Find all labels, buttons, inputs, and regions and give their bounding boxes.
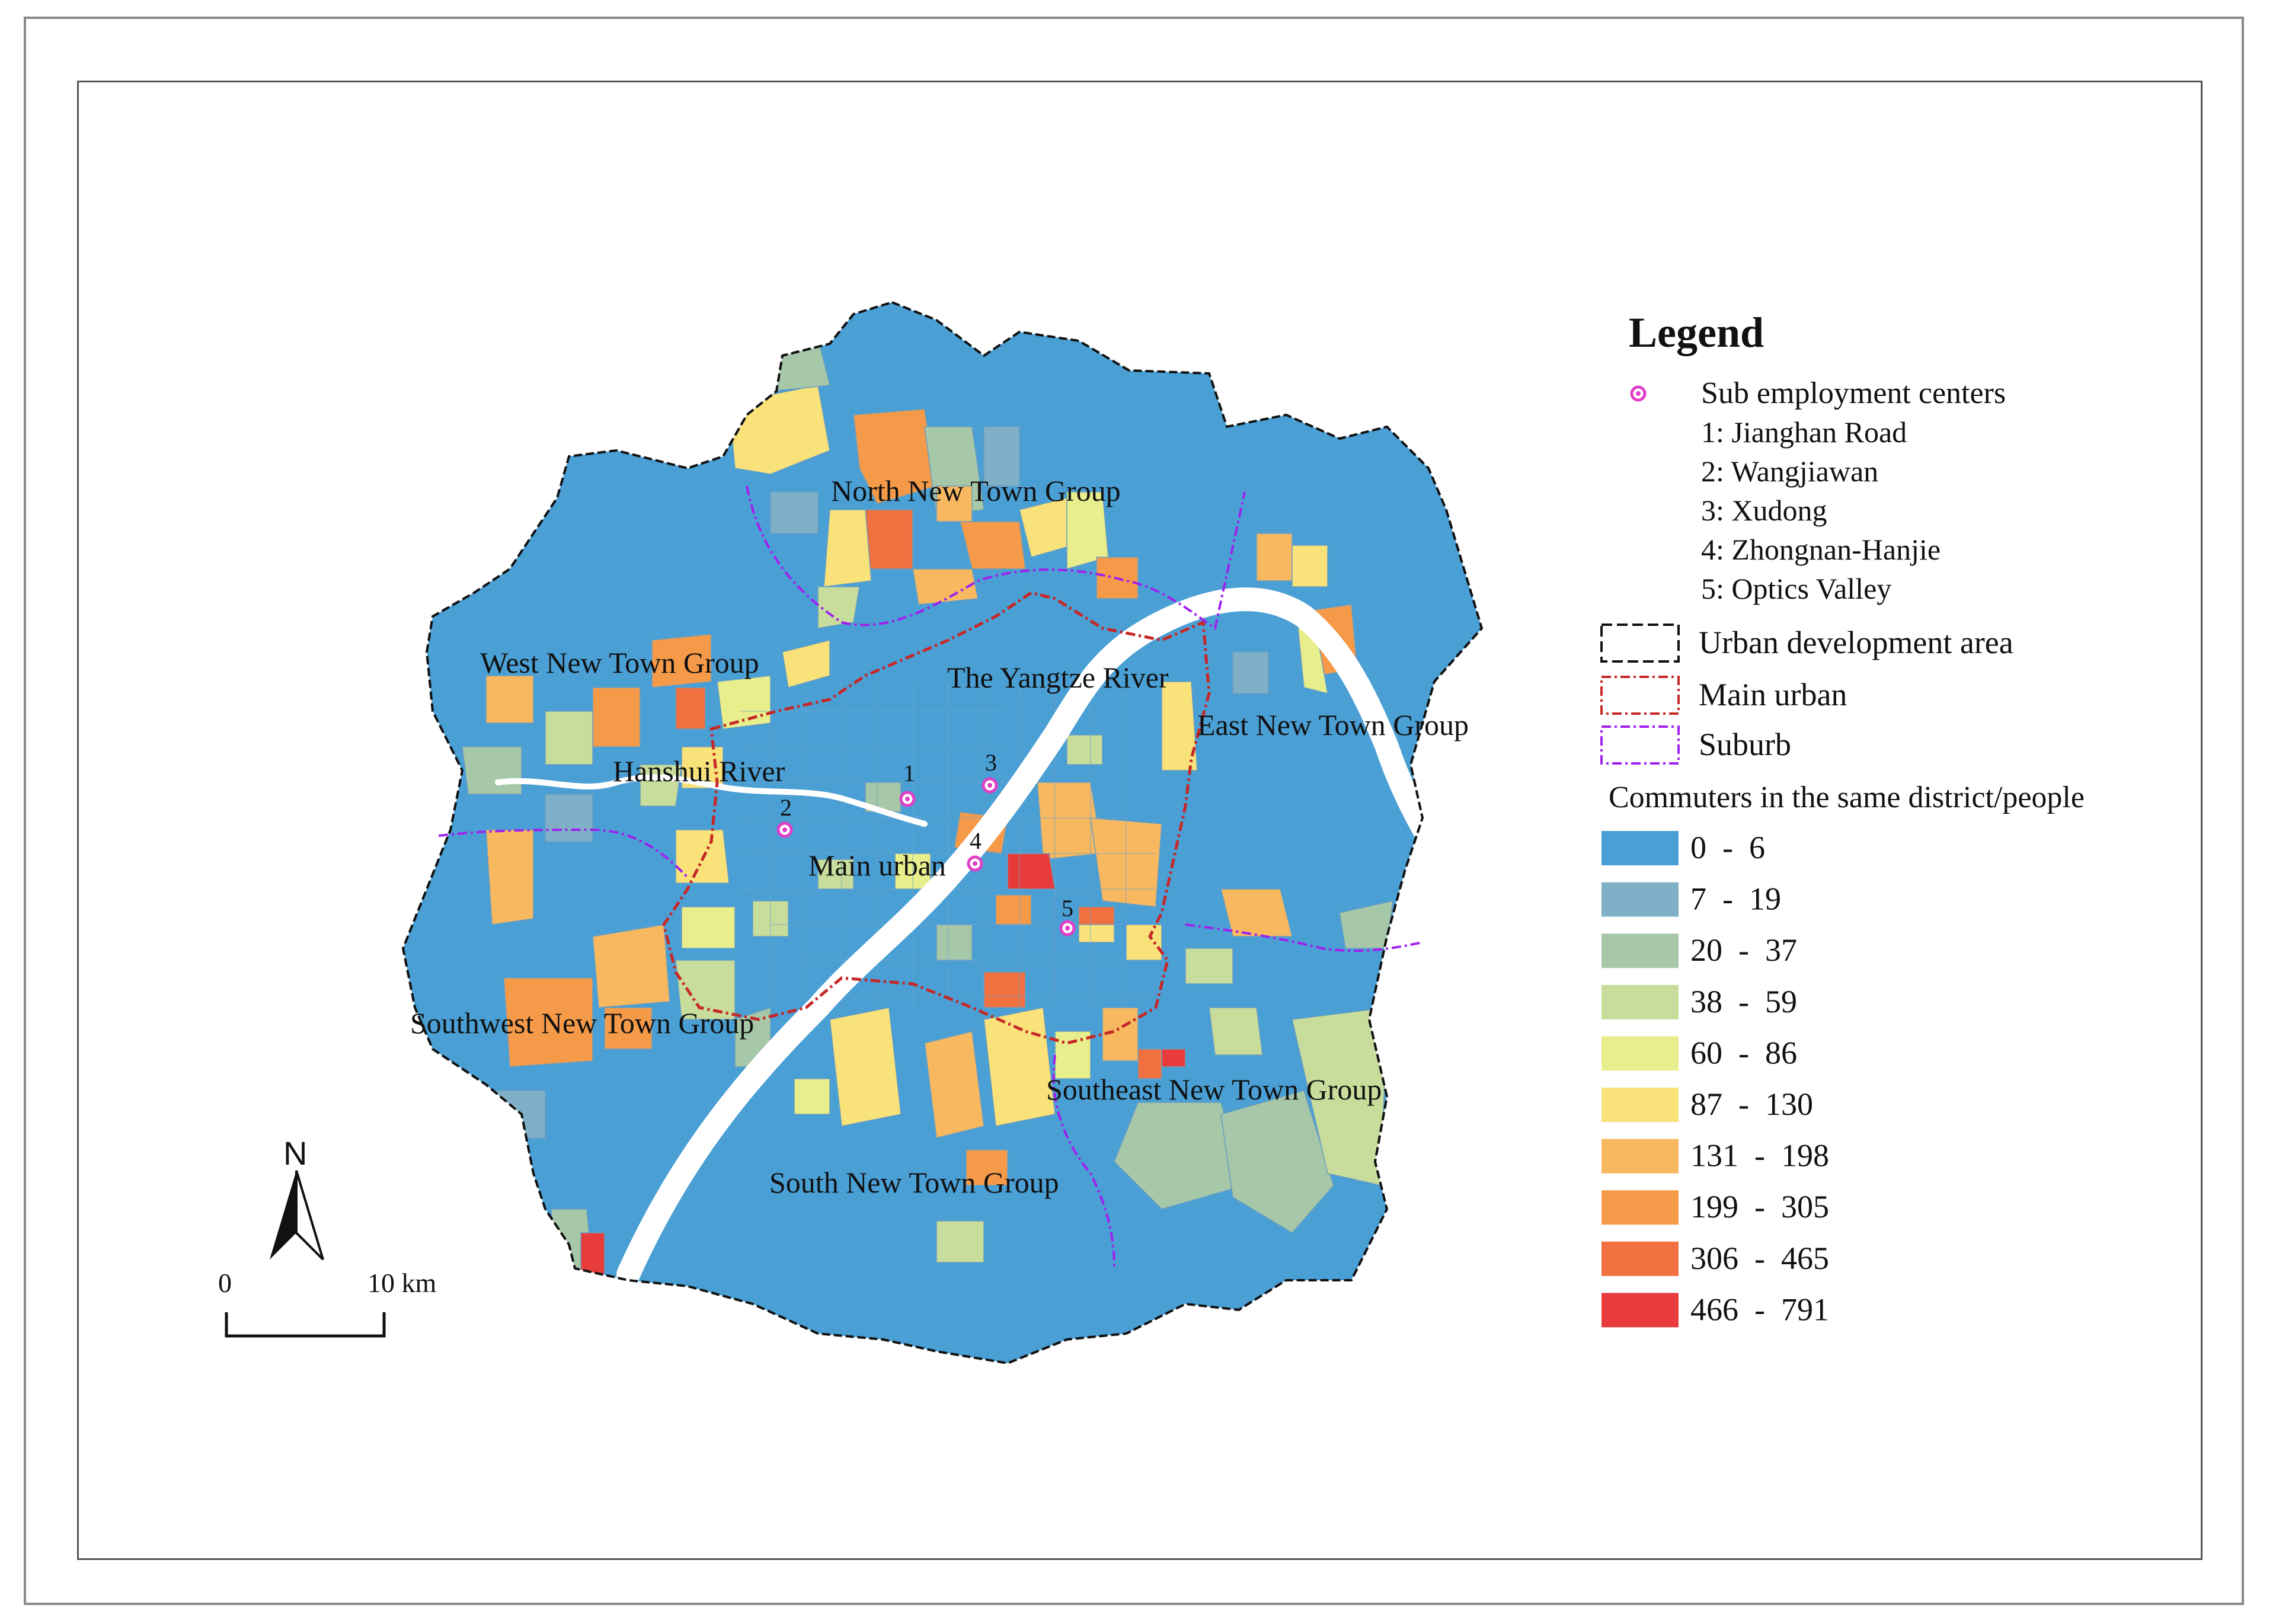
legend-suburb-label: Suburb (1699, 727, 1791, 762)
center-marker-label-5: 5 (1062, 895, 1073, 922)
label-north-new-town-group: North New Town Group (831, 474, 1121, 507)
legend-class-swatch-3 (1601, 984, 1679, 1019)
legend-title: Legend (1629, 309, 1764, 356)
legend-boundaries: Urban development area Main urban Suburb (1600, 624, 2013, 765)
urban-development-boundary (401, 300, 1484, 1365)
legend-class-label-4: 60 - 86 (1690, 1035, 1797, 1070)
label-southwest-new-town-group: Southwest New Town Group (410, 1006, 754, 1040)
legend-class-label-7: 199 - 305 (1690, 1189, 1829, 1225)
legend-urban-development-label: Urban development area (1699, 625, 2013, 660)
center-marker-label-4: 4 (970, 827, 982, 854)
north-arrow: N (270, 1134, 324, 1261)
label-southeast-new-town-group: Southeast New Town Group (1046, 1073, 1382, 1106)
legend-class-label-6: 131 - 198 (1690, 1138, 1829, 1174)
center-marker-3[interactable]: 3 (982, 749, 998, 794)
scale-bar: 0 10 km (218, 1268, 437, 1338)
center-marker-label-2: 2 (780, 794, 792, 821)
legend-center-3: 3: Xudong (1701, 494, 1827, 527)
legend-class-swatch-7 (1601, 1190, 1679, 1225)
legend-center-4: 4: Zhongnan-Hanjie (1701, 533, 1941, 566)
legend-class-swatch-8 (1601, 1241, 1679, 1276)
main-urban-boundary (662, 591, 1211, 1045)
label-south-new-town-group: South New Town Group (769, 1166, 1059, 1199)
legend-suburb-swatch (1600, 725, 1680, 765)
legend-class-swatch-6 (1601, 1139, 1679, 1174)
label-west-new-town-group: West New Town Group (480, 646, 759, 679)
label-east-new-town-group: East New Town Group (1197, 708, 1469, 741)
legend-class-label-2: 20 - 37 (1690, 932, 1797, 968)
legend-class-label-0: 0 - 6 (1690, 830, 1765, 865)
center-marker-5[interactable]: 5 (1059, 895, 1076, 936)
sub-employment-centers: 1 2 3 4 5 (776, 749, 1076, 936)
legend-class-swatch-0 (1601, 831, 1679, 865)
north-arrow-letter: N (283, 1134, 307, 1172)
legend-class-label-9: 466 - 791 (1690, 1291, 1829, 1327)
legend-urban-development-swatch (1600, 624, 1680, 663)
legend-class-swatch-4 (1601, 1036, 1679, 1071)
north-arrow-icon (270, 1170, 324, 1261)
label-hanshui-river: Hanshui River (613, 755, 785, 788)
legend-sub-centers: Sub employment centers 1: Jianghan Road … (1630, 376, 2006, 605)
center-marker-label-3: 3 (985, 749, 997, 776)
legend-class-swatch-1 (1601, 882, 1679, 917)
legend-class-swatch-2 (1601, 934, 1679, 968)
label-yangtze-river: The Yangtze River (947, 661, 1169, 694)
legend-center-5: 5: Optics Valley (1701, 572, 1891, 605)
legend-sub-centers-label: Sub employment centers (1701, 376, 2006, 410)
legend-class-label-3: 38 - 59 (1690, 984, 1797, 1019)
figure-outer-frame (24, 17, 2244, 1605)
center-marker-label-1: 1 (903, 760, 915, 787)
scale-bar-start: 0 (218, 1268, 232, 1298)
legend-classes-title: Commuters in the same district/people (1609, 781, 2085, 814)
legend-class-label-5: 87 - 130 (1690, 1086, 1813, 1122)
legend-class-swatch-9 (1601, 1293, 1679, 1328)
legend-class-label-1: 7 - 19 (1690, 881, 1781, 917)
suburb-boundary (438, 485, 1423, 1269)
legend-center-2: 2: Wangjiawan (1701, 455, 1878, 488)
scale-bar-end: 10 km (367, 1268, 437, 1298)
city-area (403, 302, 1482, 1363)
legend-classes: 0 - 6 7 - 19 20 - 37 38 - 59 60 - 86 87 - 130… (1601, 830, 1829, 1328)
center-marker-2[interactable]: 2 (776, 794, 793, 838)
legend-main-urban-swatch (1600, 676, 1680, 715)
yangtze-river (616, 587, 1446, 1286)
legend-class-swatch-5 (1601, 1088, 1679, 1122)
hanshui-river (495, 774, 928, 827)
legend-class-label-8: 306 - 465 (1690, 1241, 1829, 1276)
legend-center-1: 1: Jianghan Road (1701, 415, 1907, 449)
legend: Legend Sub employment centers 1: Jiangha… (1600, 309, 2085, 1328)
center-marker-1[interactable]: 1 (899, 760, 916, 807)
legend-main-urban-label: Main urban (1699, 677, 1847, 712)
map-frame (77, 81, 2203, 1560)
label-main-urban: Main urban (808, 849, 946, 882)
center-marker-4[interactable]: 4 (967, 827, 983, 872)
